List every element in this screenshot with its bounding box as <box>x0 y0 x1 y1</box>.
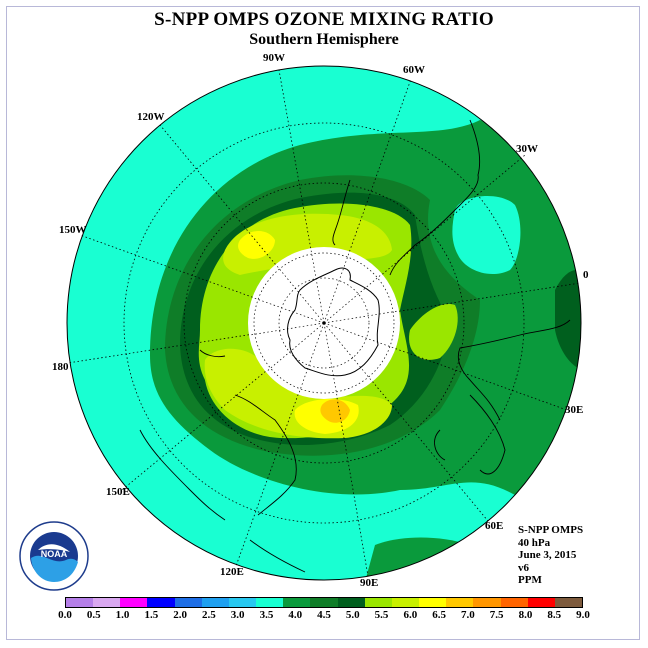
colorbar-swatch <box>201 598 229 607</box>
colorbar-tick-label: 1.5 <box>144 609 159 621</box>
colorbar <box>65 597 583 608</box>
info-date: June 3, 2015 <box>518 549 577 561</box>
colorbar-swatch <box>256 598 284 607</box>
colorbar-tick-label: 8.0 <box>518 609 533 621</box>
colorbar-swatch <box>391 598 420 607</box>
colorbar-tick-label: 1.0 <box>115 609 130 621</box>
colorbar-tick-label: 3.5 <box>259 609 274 621</box>
colorbar-swatch <box>174 598 202 607</box>
colorbar-swatch <box>337 598 365 607</box>
info-level: 40 hPa <box>518 536 551 549</box>
lon-label-60w: 60W <box>403 64 425 76</box>
colorbar-swatch <box>147 598 175 607</box>
lon-label-30e: 30E <box>565 404 583 416</box>
colorbar-ticks: 0.0 0.5 1.0 1.5 2.0 2.5 3.0 3.5 4.0 4.5 5.0 5.5 6.0 6… <box>0 609 648 623</box>
contour-yellow-north <box>238 231 275 259</box>
colorbar-tick-label: 0.0 <box>58 609 72 621</box>
colorbar-tick-label: 7.0 <box>461 609 475 621</box>
map-border <box>66 65 582 581</box>
colorbar-tick-label: 5.5 <box>374 609 389 621</box>
lon-label-120e: 120E <box>220 566 244 578</box>
lon-label-150w: 150W <box>59 224 87 236</box>
info-version: v6 <box>518 561 529 574</box>
colorbar-tick-label: 9.0 <box>576 609 590 621</box>
lon-label-60e: 60E <box>485 520 503 532</box>
lon-label-30w: 30W <box>516 143 538 155</box>
longitude-labels: 90W 60W 30W 0 30E 60E 90E 120E 150E 180 … <box>52 52 589 589</box>
colorbar-swatch <box>228 598 257 607</box>
colorbar-swatch <box>446 598 474 607</box>
contour-orange <box>320 399 350 423</box>
colorbar-tick-label: 6.0 <box>403 609 418 621</box>
info-instrument: S-NPP OMPS <box>518 524 584 536</box>
lon-label-90w: 90W <box>263 52 285 64</box>
colorbar-tick-label: 4.5 <box>317 609 331 621</box>
colorbar-swatch <box>500 598 528 607</box>
colorbar-swatch <box>66 598 94 607</box>
south-pole-marker <box>322 321 326 325</box>
colorbar-swatch <box>527 598 555 607</box>
colorbar-swatch <box>120 598 148 607</box>
lon-label-180: 180 <box>52 361 69 373</box>
coastlines <box>139 119 571 573</box>
colorbar-swatch <box>93 598 121 607</box>
colorbar-tick-label: 5.0 <box>345 609 360 621</box>
colorbar-tick-label: 8.5 <box>547 609 562 621</box>
logo-text: NOAA <box>41 549 68 559</box>
logo-wave-icon <box>31 555 78 582</box>
info-units: PPM <box>518 574 542 586</box>
lon-label-120w: 120W <box>137 111 165 123</box>
colorbar-tick-label: 6.5 <box>432 609 446 621</box>
noaa-logo: NOAA <box>19 521 89 591</box>
colorbar-swatch <box>473 598 501 607</box>
colorbar-swatch <box>310 598 338 607</box>
colorbar-tick-label: 0.5 <box>86 609 101 621</box>
graticule <box>67 69 581 577</box>
contour-yellow-green-east <box>409 304 458 360</box>
colorbar-swatch <box>554 598 582 607</box>
colorbar-swatch <box>419 598 447 607</box>
colorbar-swatch <box>283 598 311 607</box>
colorbar-tick-label: 3.0 <box>230 609 245 621</box>
logo-gull-icon <box>38 544 70 552</box>
lon-label-0: 0 <box>583 269 589 281</box>
inner-graticule <box>249 249 399 397</box>
colorbar-tick-label: 4.0 <box>288 609 303 621</box>
lon-label-90e: 90E <box>360 577 378 589</box>
colorbar-swatch <box>364 598 392 607</box>
map-subtitle: Southern Hemisphere <box>249 31 399 48</box>
map-title: S-NPP OMPS OZONE MIXING RATIO <box>154 9 494 30</box>
lon-label-150e: 150E <box>106 486 130 498</box>
contour-green-light-south <box>360 537 480 580</box>
colorbar-tick-label: 2.0 <box>173 609 187 621</box>
info-block: S-NPP OMPS 40 hPa June 3, 2015 v6 PPM <box>518 524 583 587</box>
colorbar-tick-label: 7.5 <box>489 609 504 621</box>
figure-frame <box>6 6 640 640</box>
colorbar-tick-label: 2.5 <box>202 609 216 621</box>
antarctica-coastline <box>287 267 380 377</box>
contour-cyan-island <box>452 195 521 275</box>
